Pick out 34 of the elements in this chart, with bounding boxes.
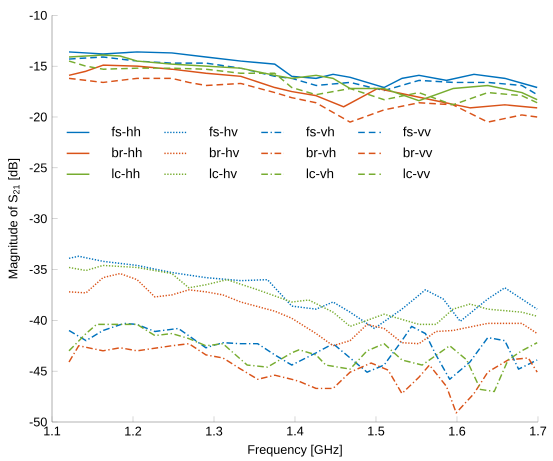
legend-label: lc-vh	[306, 168, 334, 178]
legend-label: lc-vv	[404, 168, 430, 178]
y-tick-label: -20	[30, 112, 47, 122]
x-tick-label: 1.4	[287, 426, 304, 436]
y-tick-label: -45	[30, 366, 47, 376]
legend-label: lc-hh	[112, 168, 140, 178]
y-tick-label: -35	[30, 265, 47, 274]
legend-label: br-hh	[112, 148, 142, 158]
x-tick-label: 1.1	[44, 426, 60, 436]
legend-label: br-vh	[306, 148, 336, 158]
y-tick-label: -15	[30, 62, 47, 71]
x-axis-title: Frequency [GHz]	[248, 444, 342, 457]
line-series	[68, 322, 538, 380]
legend-label: br-vv	[404, 148, 432, 158]
line-series	[68, 272, 538, 346]
legend-label: fs-vh	[306, 126, 334, 136]
legend-label: fs-hv	[209, 126, 238, 136]
x-tick-label: 1.5	[368, 426, 384, 436]
x-tick-label: 1.2	[125, 426, 142, 436]
y-tick-label: -10	[30, 10, 47, 20]
x-tick-label: 1.3	[206, 426, 222, 436]
legend-label: fs-vv	[403, 126, 431, 136]
x-tick-label: 1.6	[449, 426, 466, 436]
line-series	[68, 343, 538, 414]
y-tick-label: -50	[30, 418, 47, 426]
legend-label: lc-hv	[210, 168, 238, 178]
x-tick-label: 1.7	[530, 426, 546, 436]
y-axis-title: Magnitude of S$_{21}$ [dB]	[8, 158, 20, 278]
legend-label: fs-hh	[112, 126, 140, 136]
y-tick-label: -40	[30, 316, 47, 325]
y-tick-label: -25	[30, 163, 47, 172]
y-tick-label: -30	[30, 214, 47, 224]
line-series	[68, 54, 538, 102]
legend-label: br-hv	[210, 148, 240, 158]
